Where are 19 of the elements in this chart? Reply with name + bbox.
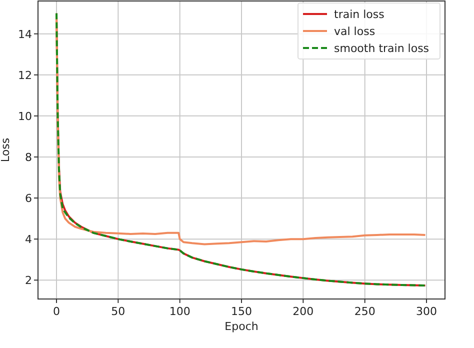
y-tick-label: 14 — [18, 28, 32, 41]
y-tick-label: 4 — [25, 233, 32, 246]
legend-label: train loss — [334, 8, 385, 21]
y-tick-label: 12 — [18, 68, 32, 82]
x-axis-title: Epoch — [224, 320, 258, 333]
legend-label: val loss — [334, 25, 376, 38]
x-tick-label: 100 — [169, 305, 190, 318]
x-tick-label: 300 — [416, 305, 437, 318]
x-tick-label: 250 — [354, 305, 376, 318]
x-tick-label: 150 — [231, 305, 252, 318]
y-axis-title: Loss — [0, 138, 12, 162]
legend-label: smooth train loss — [334, 42, 430, 55]
x-tick-label: 200 — [292, 305, 314, 318]
y-tick-label: 2 — [25, 274, 32, 288]
x-tick-label: 50 — [111, 305, 126, 318]
y-tick-label: 10 — [18, 110, 32, 123]
y-tick-label: 8 — [25, 150, 32, 164]
y-tick-label: 6 — [25, 192, 32, 206]
x-tick-label: 0 — [53, 305, 60, 318]
